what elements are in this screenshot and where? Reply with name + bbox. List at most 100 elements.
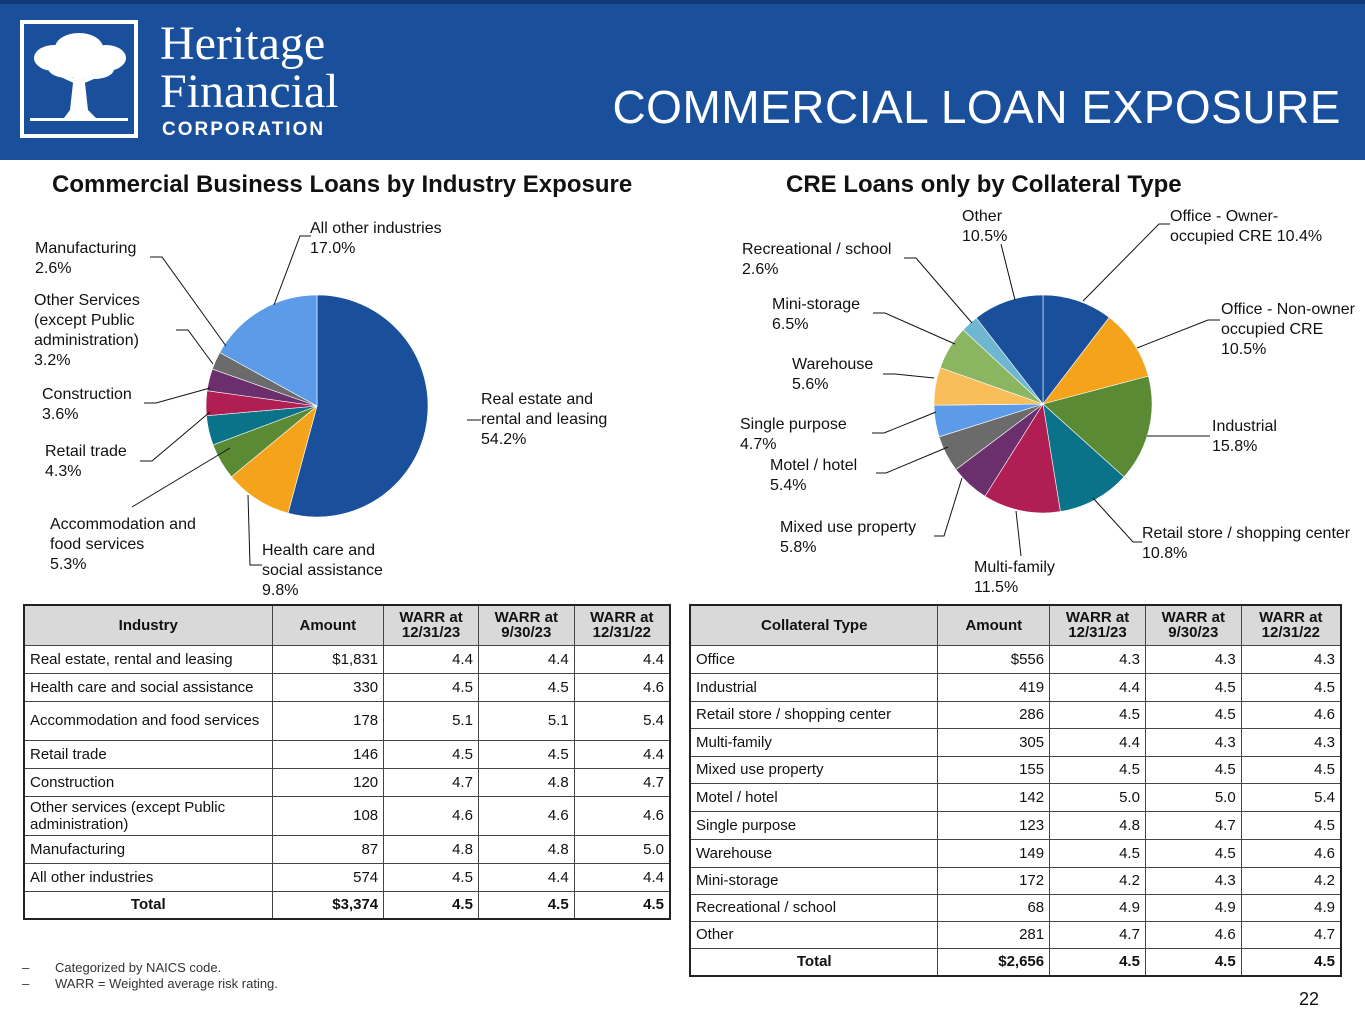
industry-table-col-amount: Amount [271, 604, 385, 646]
collateral-label-percent: 11.5% [974, 579, 1019, 596]
collateral-label-motel-hotel: Motel / hotel 5.4% [770, 456, 857, 496]
collateral-label-text: Motel / hotel [770, 457, 858, 474]
table-cell: 4.5 [383, 739, 479, 769]
row-label: Single purpose [689, 810, 939, 840]
collateral-pie-chart [933, 294, 1153, 514]
table-cell: 305 [937, 727, 1051, 757]
table-cell: 4.6 [573, 795, 671, 836]
collateral-label-text: Multi-family [974, 559, 1055, 576]
table-cell: 155 [937, 755, 1051, 784]
industry-table-col-warr-at-12-31-23: WARR at 12/31/23 [383, 604, 479, 646]
row-label: Retail trade [23, 739, 273, 769]
row-label: Real estate, rental and leasing [23, 644, 273, 674]
collateral-leader-other [1000, 243, 1016, 301]
collateral-leader-office-non-owner-occupied-cre [1136, 319, 1220, 349]
brand-name-line2: Financial [160, 65, 339, 118]
pie-charts-canvas [131, 223, 1220, 566]
collateral-leader-mixed-use-property [934, 477, 963, 537]
collateral-label-industrial: Industrial 15.8% [1212, 417, 1277, 457]
industry-table-header: Industry Amount WARR at 12/31/23 WARR at 9/… [23, 604, 671, 646]
industry-label-real-estate-and-rental-and-leasing: Real estate and rental and leasing 54.2% [481, 390, 607, 450]
industry-slice-real-estate-and-rental-and-leasing [287, 294, 429, 518]
table-cell: 4.5 [1049, 700, 1146, 729]
footnote-text: WARR = Weighted average risk rating. [55, 976, 278, 991]
collateral-label-text: Warehouse [792, 356, 874, 373]
table-cell: 4.5 [477, 890, 575, 920]
table-cell: 4.6 [477, 795, 575, 836]
collateral-label-warehouse: Warehouse 5.6% [792, 355, 873, 395]
row-label: Mini-storage [689, 866, 939, 895]
industry-label-text: Retail trade [45, 443, 127, 460]
industry-label-text: Health care and [262, 542, 375, 559]
table-cell: 4.9 [1049, 893, 1146, 922]
collateral-label-percent: 6.5% [772, 316, 809, 333]
industry-leader-retail-trade [140, 411, 211, 462]
table-cell: 68 [937, 893, 1051, 922]
industry-label-text: Accommodation and [50, 516, 196, 533]
tree-logo-icon [20, 20, 138, 138]
table-cell: 4.4 [383, 644, 479, 674]
collateral-label-text: occupied CRE [1221, 321, 1324, 338]
industry-label-percent: 4.3% [45, 463, 82, 480]
collateral-slice-multi-family [984, 403, 1061, 514]
industry-leader-health-care-and-social-assistance [247, 494, 262, 566]
industry-table-col-industry: Industry [23, 604, 273, 646]
table-row: Real estate, rental and leasing $1,831 4.4… [23, 644, 671, 674]
collateral-leader-single-purpose [872, 411, 937, 434]
table-cell: 281 [937, 920, 1051, 949]
industry-label-health-care-and-social-assistance: Health care and social assistance 9.8% [262, 541, 383, 601]
industry-label-text: Manufacturing [35, 240, 137, 257]
label-leader-lines [131, 223, 1220, 566]
row-label: Retail store / shopping center [689, 700, 939, 729]
footnote-dash: – [22, 960, 30, 975]
industry-label-percent: 3.2% [34, 352, 71, 369]
table-row: Mixed use property 155 4.5 4.5 4.5 [689, 755, 1342, 784]
collateral-label-text: Industrial [1212, 418, 1277, 435]
tree-icon [30, 33, 128, 121]
collateral-label-text: Single purpose [740, 416, 847, 433]
table-cell: 4.4 [477, 644, 575, 674]
table-cell: 330 [271, 672, 385, 702]
collateral-label-percent: 5.4% [770, 477, 807, 494]
table-cell: 4.7 [1144, 810, 1242, 840]
row-label: All other industries [23, 862, 273, 892]
collateral-table: Collateral Type Amount WARR at 12/31/23 WAR… [689, 604, 1342, 977]
industry-label-all-other-industries: All other industries 17.0% [310, 219, 442, 259]
collateral-label-percent: 10.8% [1142, 545, 1188, 562]
row-label: Motel / hotel [689, 782, 939, 812]
table-cell: $556 [937, 644, 1051, 674]
row-label: Other [689, 920, 939, 949]
table-cell: 172 [937, 866, 1051, 895]
table-cell: 286 [937, 700, 1051, 729]
row-label: Other services (except Public administra… [23, 795, 273, 836]
industry-leader-manufacturing [150, 256, 227, 347]
table-cell: 4.5 [1144, 672, 1242, 702]
collateral-label-office-non-owner-occupied-cre: Office - Non-owner occupied CRE 10.5% [1221, 300, 1355, 360]
collateral-table-col-warr-at-12-31-23: WARR at 12/31/23 [1049, 604, 1146, 646]
footnote-text: Categorized by NAICS code. [55, 960, 222, 975]
table-cell: 178 [271, 700, 385, 741]
table-cell: 4.5 [1049, 755, 1146, 784]
collateral-label-mini-storage: Mini-storage 6.5% [772, 295, 860, 335]
table-cell: 574 [271, 862, 385, 892]
table-cell: 4.5 [383, 890, 479, 920]
collateral-label-office-owner-occupied-cre: Office - Owner-occupied CRE 10.4% [1170, 207, 1322, 247]
table-cell: 4.5 [383, 672, 479, 702]
collateral-label-text: Mixed use property [780, 519, 917, 536]
table-cell: 4.8 [1049, 810, 1146, 840]
table-row: Construction 120 4.7 4.8 4.7 [23, 767, 671, 797]
industry-label-text: Construction [42, 386, 132, 403]
page-number: 22 [1298, 989, 1319, 1009]
footnote-dash: – [22, 976, 30, 991]
table-cell: 5.4 [573, 700, 671, 741]
header-banner: Heritage Financial CORPORATION COMMERCIA… [0, 0, 1365, 160]
collateral-slice-industrial [1042, 375, 1153, 478]
collateral-label-text: Office - Owner- [1170, 208, 1279, 225]
collateral-leader-retail-store-shopping-center [1092, 497, 1142, 543]
industry-leader-other-services-except-public-administration [176, 329, 214, 365]
industry-label-text: Real estate and [481, 391, 594, 408]
table-cell: 4.7 [383, 767, 479, 797]
industry-label-text: All other industries [310, 220, 442, 237]
table-cell: 4.4 [573, 739, 671, 769]
industry-label-text: social assistance [262, 562, 383, 579]
